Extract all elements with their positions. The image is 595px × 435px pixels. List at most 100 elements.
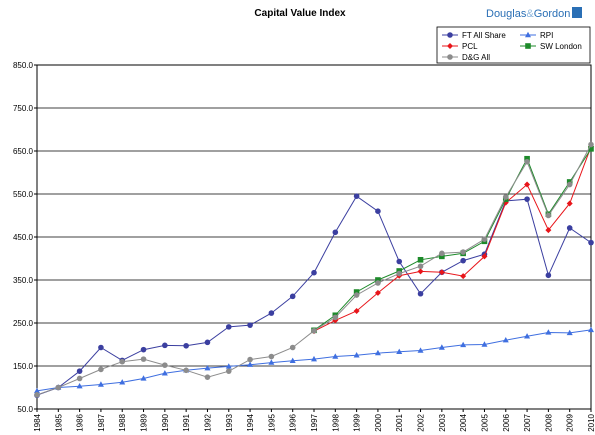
data-point-sw-london <box>588 146 594 152</box>
data-point-d-g-all <box>268 353 275 360</box>
data-point-rpi <box>34 387 40 394</box>
y-tick-label: 250.0 <box>13 319 34 328</box>
data-point-d-g-all <box>183 367 189 374</box>
data-point-rpi <box>97 381 104 387</box>
data-point-rpi <box>119 379 126 385</box>
data-point-sw-london <box>439 253 445 260</box>
data-point-pcl <box>524 181 531 188</box>
y-tick-label: 150.0 <box>13 362 34 371</box>
data-point-rpi <box>204 364 211 371</box>
x-tick-label: 1989 <box>140 413 149 431</box>
data-point-rpi <box>396 348 403 355</box>
data-point-d-g-all <box>311 327 317 334</box>
x-tick-label: 1998 <box>331 413 340 431</box>
data-point-rpi <box>289 357 296 364</box>
x-tick-label: 2007 <box>523 413 532 431</box>
legend-item-pcl: PCL <box>442 42 478 51</box>
data-point-d-g-all <box>76 375 83 382</box>
series-layer <box>34 141 594 399</box>
data-point-sw-london <box>375 277 381 283</box>
y-tick-label: 50.0 <box>17 405 33 414</box>
data-point-d-g-all <box>417 263 424 270</box>
legend: FT All Share RPI PCL SW London D&G All <box>436 26 591 64</box>
legend-marker <box>447 32 453 38</box>
data-point-rpi <box>588 326 594 333</box>
x-tick-label: 1995 <box>267 413 276 431</box>
x-tick-label: 1985 <box>54 413 63 431</box>
y-tick-label: 750.0 <box>13 104 34 113</box>
legend-marker <box>447 43 453 49</box>
series-line-sw-london <box>313 148 592 331</box>
brand-mark-icon <box>572 7 583 18</box>
data-point-pcl <box>481 253 488 260</box>
legend-label: PCL <box>462 42 478 51</box>
legend-label: FT All Share <box>462 31 506 40</box>
data-point-rpi <box>311 355 317 362</box>
y-tick-label: 850.0 <box>13 61 34 70</box>
series-pcl <box>311 143 594 335</box>
grid-lines <box>37 64 591 410</box>
legend-marker <box>447 54 453 60</box>
x-tick-label: 1990 <box>161 413 170 431</box>
data-point-rpi <box>481 341 488 347</box>
data-point-ft-all-share <box>140 346 147 353</box>
data-point-pcl <box>460 273 467 280</box>
x-tick-label: 2005 <box>480 413 489 431</box>
data-point-d-g-all <box>566 181 573 188</box>
data-point-rpi <box>247 361 254 367</box>
chart-title: Capital Value Index <box>254 8 346 19</box>
data-point-d-g-all <box>396 270 403 277</box>
data-point-d-g-all <box>55 384 62 391</box>
data-point-pcl <box>545 227 552 234</box>
brand-logo: Douglas&Gordon <box>486 7 583 20</box>
data-point-rpi <box>374 349 381 356</box>
x-tick-label: 2004 <box>459 413 468 431</box>
x-tick-label: 1984 <box>33 413 42 431</box>
data-point-d-g-all <box>140 356 147 362</box>
data-point-d-g-all <box>439 250 445 257</box>
data-point-sw-london <box>353 289 360 295</box>
x-tick-label: 2010 <box>587 413 595 431</box>
legend-item-d-g-all: D&G All <box>442 53 490 62</box>
legend-marker <box>525 31 531 38</box>
data-point-ft-all-share <box>162 342 168 349</box>
data-point-d-g-all <box>353 292 360 298</box>
data-point-d-g-all <box>119 358 126 365</box>
brand-ampersand: & <box>526 8 534 20</box>
data-point-ft-all-share <box>98 344 104 351</box>
x-tick-label: 1987 <box>97 413 106 431</box>
data-point-ft-all-share <box>524 196 530 202</box>
x-tick-label: 2009 <box>566 413 575 431</box>
legend-label: RPI <box>540 31 553 40</box>
data-point-sw-london <box>524 155 530 162</box>
series-line-pcl <box>313 146 592 332</box>
data-point-d-g-all <box>545 212 552 219</box>
data-point-pcl <box>417 268 424 275</box>
data-point-ft-all-share <box>183 342 189 349</box>
data-point-ft-all-share <box>460 257 466 264</box>
data-point-rpi <box>460 341 467 348</box>
data-point-d-g-all <box>588 141 594 148</box>
x-tick-label: 1996 <box>289 413 298 431</box>
data-point-pcl <box>438 269 445 276</box>
data-point-ft-all-share <box>311 269 317 276</box>
data-point-rpi <box>438 344 445 350</box>
brand-name-left: Douglas <box>486 8 527 20</box>
y-tick-label: 550.0 <box>13 190 34 199</box>
x-tick-label: 2006 <box>502 413 511 431</box>
data-point-ft-all-share <box>588 239 594 246</box>
x-tick-label: 1994 <box>246 413 255 431</box>
data-point-ft-all-share <box>225 324 232 330</box>
data-point-d-g-all <box>162 362 168 368</box>
data-point-rpi <box>140 375 147 381</box>
data-point-d-g-all <box>332 314 339 321</box>
legend-marker <box>525 43 531 49</box>
x-tick-label: 1997 <box>310 413 319 431</box>
data-point-d-g-all <box>98 366 104 373</box>
data-point-rpi <box>268 359 275 365</box>
data-point-pcl <box>566 200 573 207</box>
data-point-rpi <box>161 370 168 376</box>
data-point-ft-all-share <box>76 368 83 374</box>
data-point-rpi <box>225 363 232 369</box>
data-point-d-g-all <box>34 392 40 398</box>
